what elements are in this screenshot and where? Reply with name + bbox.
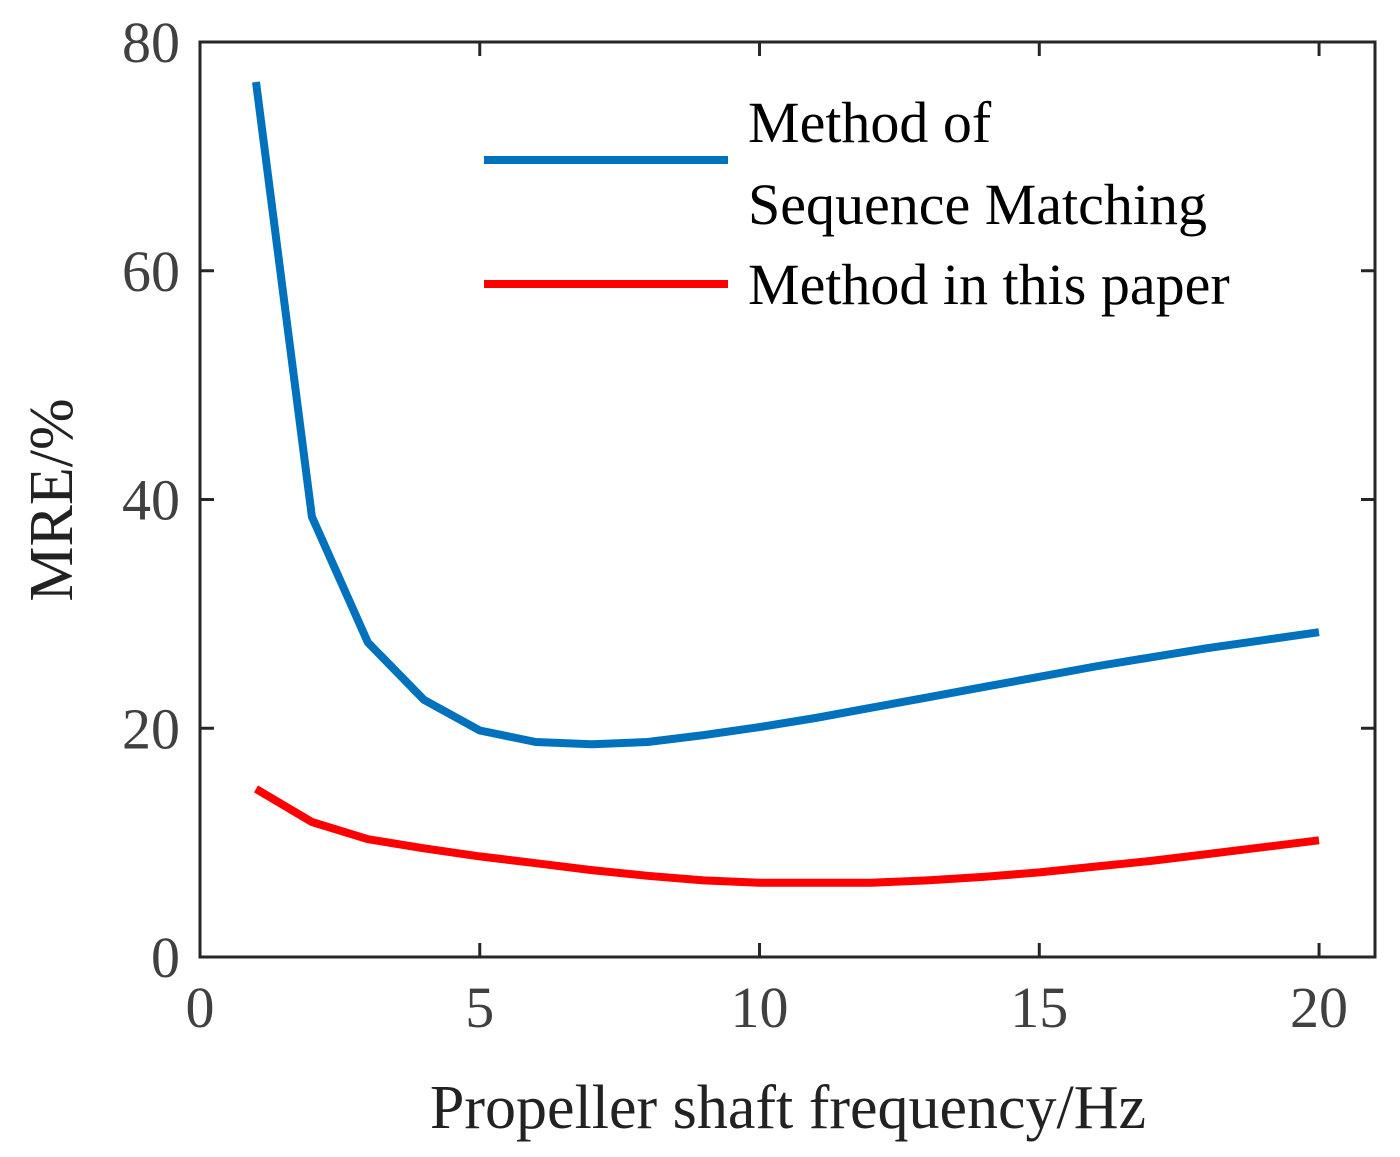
series-line-0	[252, 81, 1320, 749]
y-axis-label: MRE/%	[18, 398, 86, 601]
x-tick-label: 20	[1290, 975, 1348, 1040]
y-tick-label: 80	[122, 10, 180, 75]
x-tick-label: 0	[186, 975, 215, 1040]
legend-label-sequence-matching-line2: Sequence Matching	[748, 172, 1207, 237]
x-tick-label: 5	[465, 975, 494, 1040]
legend-label-this-paper: Method in this paper	[748, 252, 1230, 317]
ticks: 0 5 10 15 20 0 20 40 60 80	[122, 10, 1375, 1040]
y-tick-label: 60	[122, 239, 180, 304]
legend-label-sequence-matching-line1: Method of	[748, 90, 992, 155]
legend: Method of Sequence Matching Method in th…	[484, 90, 1230, 317]
y-tick-label: 0	[151, 925, 180, 990]
y-tick-label: 40	[122, 468, 180, 533]
x-tick-label: 10	[731, 975, 789, 1040]
x-tick-label: 15	[1010, 975, 1068, 1040]
x-axis-label: Propeller shaft frequency/Hz	[430, 1074, 1146, 1142]
y-tick-label: 20	[122, 696, 180, 761]
plot-lines	[252, 81, 1320, 887]
series-line-1	[253, 785, 1320, 887]
